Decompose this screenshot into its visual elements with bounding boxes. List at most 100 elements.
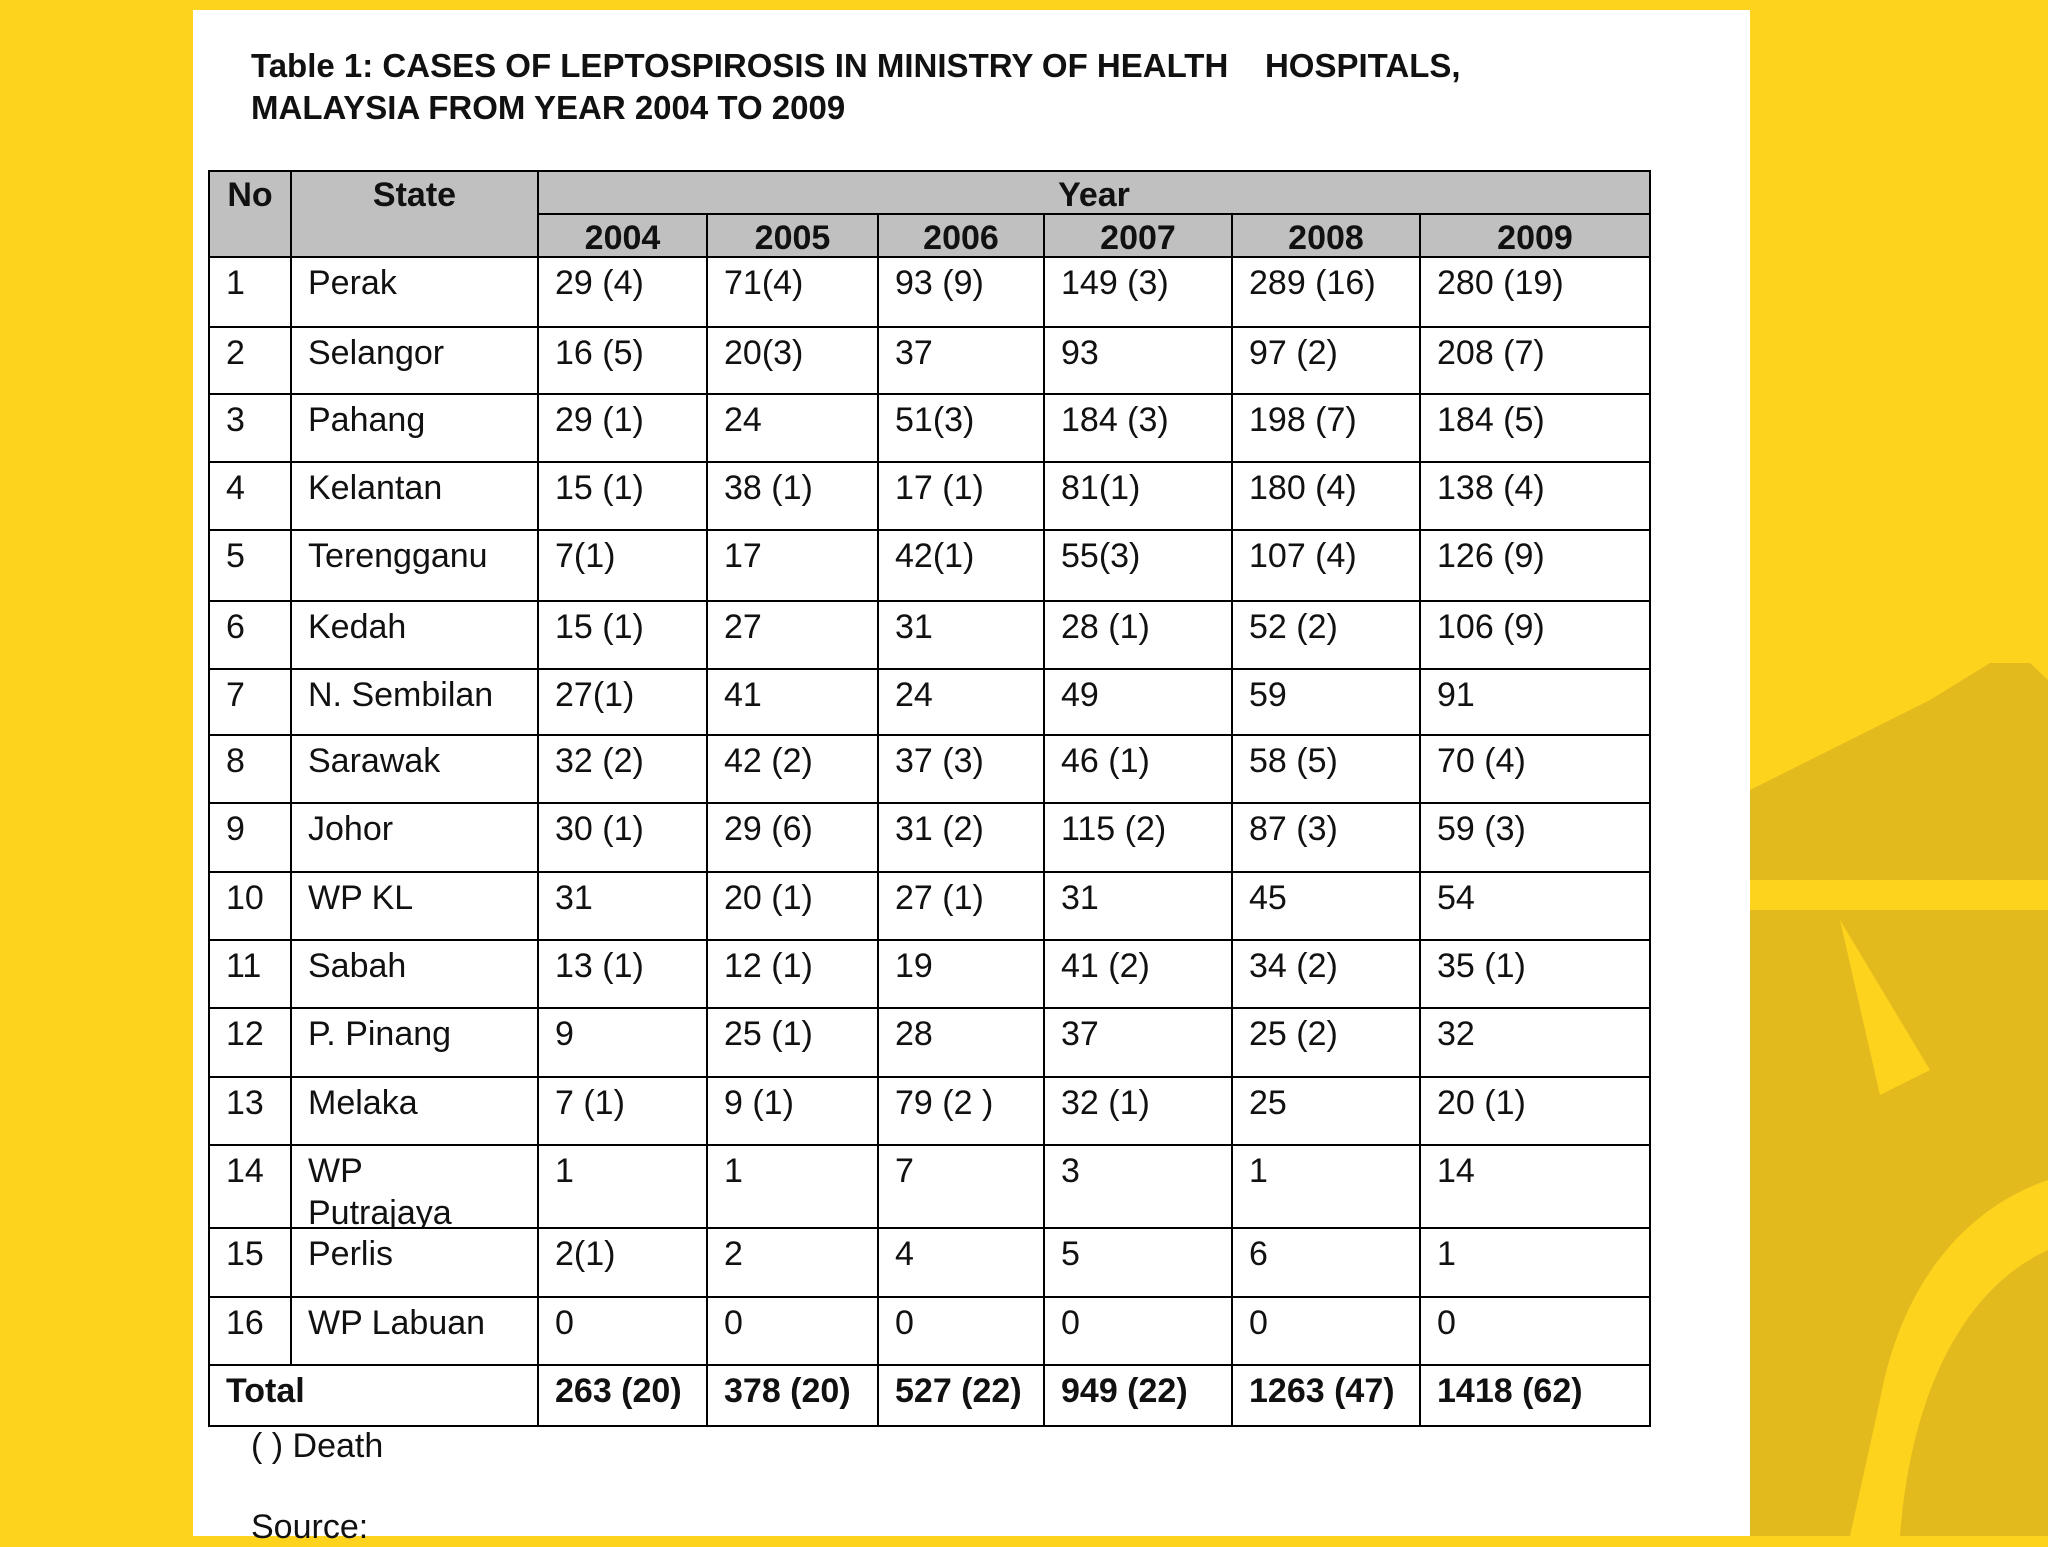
table-cell: 17 bbox=[706, 529, 879, 602]
table-cell: 126 (9) bbox=[1419, 529, 1651, 602]
table-cell: 7 bbox=[208, 668, 292, 736]
header-cell: 2007 bbox=[1043, 213, 1233, 258]
table-cell: 55(3) bbox=[1043, 529, 1233, 602]
table-cell: 71(4) bbox=[706, 256, 879, 328]
document-panel bbox=[193, 10, 1750, 1536]
table-cell: 31 bbox=[537, 871, 708, 941]
total-cell: 263 (20) bbox=[537, 1364, 708, 1427]
header-cell: 2006 bbox=[877, 213, 1045, 258]
table-cell: 138 (4) bbox=[1419, 461, 1651, 531]
table-cell: Sabah bbox=[290, 939, 539, 1009]
table-cell: 46 (1) bbox=[1043, 734, 1233, 804]
header-cell: Year bbox=[537, 170, 1651, 215]
table-cell: 29 (1) bbox=[537, 393, 708, 463]
table-cell: 41 (2) bbox=[1043, 939, 1233, 1009]
table-cell: 16 (5) bbox=[537, 326, 708, 395]
table-cell: 41 bbox=[706, 668, 879, 736]
table-cell: 289 (16) bbox=[1231, 256, 1421, 328]
title-line: Table 1: CASES OF LEPTOSPIROSIS IN MINIS… bbox=[251, 47, 1461, 84]
table-cell: 107 (4) bbox=[1231, 529, 1421, 602]
table-cell: 29 (6) bbox=[706, 802, 879, 873]
table-cell: 19 bbox=[877, 939, 1045, 1009]
table-cell: 208 (7) bbox=[1419, 326, 1651, 395]
table-cell: 8 bbox=[208, 734, 292, 804]
table-cell: 15 (1) bbox=[537, 600, 708, 670]
table-cell: 38 (1) bbox=[706, 461, 879, 531]
table-cell: 59 (3) bbox=[1419, 802, 1651, 873]
table-cell: 4 bbox=[877, 1227, 1045, 1298]
table-cell: 27 (1) bbox=[877, 871, 1045, 941]
table-cell: 25 bbox=[1231, 1076, 1421, 1146]
table-cell: Pahang bbox=[290, 393, 539, 463]
table-cell: 6 bbox=[208, 600, 292, 670]
table-cell: 12 bbox=[208, 1007, 292, 1078]
table-cell: 9 bbox=[537, 1007, 708, 1078]
table-cell: 32 (1) bbox=[1043, 1076, 1233, 1146]
table-cell: 180 (4) bbox=[1231, 461, 1421, 531]
footnote: ( ) Death bbox=[251, 1427, 384, 1465]
table-cell: 0 bbox=[1231, 1296, 1421, 1366]
table-cell: 49 bbox=[1043, 668, 1233, 736]
table-cell: 93 bbox=[1043, 326, 1233, 395]
table-cell: 13 bbox=[208, 1076, 292, 1146]
table-cell: 3 bbox=[1043, 1144, 1233, 1229]
table-cell: 15 bbox=[208, 1227, 292, 1298]
table-cell: 0 bbox=[1419, 1296, 1651, 1366]
table-cell: 87 (3) bbox=[1231, 802, 1421, 873]
table-cell: 27(1) bbox=[537, 668, 708, 736]
table-cell: 149 (3) bbox=[1043, 256, 1233, 328]
table-cell: 32 (2) bbox=[537, 734, 708, 804]
table-cell: 24 bbox=[877, 668, 1045, 736]
table-cell: 20(3) bbox=[706, 326, 879, 395]
table-cell: 35 (1) bbox=[1419, 939, 1651, 1009]
table-cell: Kedah bbox=[290, 600, 539, 670]
title-line: MALAYSIA FROM YEAR 2004 TO 2009 bbox=[251, 89, 846, 126]
table-cell: 280 (19) bbox=[1419, 256, 1651, 328]
table-cell: Perak bbox=[290, 256, 539, 328]
table-cell: 31 bbox=[1043, 871, 1233, 941]
table-cell: 42(1) bbox=[877, 529, 1045, 602]
header-cell: No bbox=[208, 170, 292, 258]
table-cell: 27 bbox=[706, 600, 879, 670]
total-cell: 378 (20) bbox=[706, 1364, 879, 1427]
table-cell: 31 (2) bbox=[877, 802, 1045, 873]
table-cell: 184 (5) bbox=[1419, 393, 1651, 463]
table-cell: 7 (1) bbox=[537, 1076, 708, 1146]
table-cell: Melaka bbox=[290, 1076, 539, 1146]
table-cell: 25 (2) bbox=[1231, 1007, 1421, 1078]
table-cell: 81(1) bbox=[1043, 461, 1233, 531]
table-cell: 6 bbox=[1231, 1227, 1421, 1298]
total-cell: 949 (22) bbox=[1043, 1364, 1233, 1427]
total-cell: 1418 (62) bbox=[1419, 1364, 1651, 1427]
table-cell: 59 bbox=[1231, 668, 1421, 736]
table-cell: 1 bbox=[1231, 1144, 1421, 1229]
table-cell: 70 (4) bbox=[1419, 734, 1651, 804]
table-cell: Terengganu bbox=[290, 529, 539, 602]
header-cell: 2008 bbox=[1231, 213, 1421, 258]
table-cell: 4 bbox=[208, 461, 292, 531]
table-cell: 17 (1) bbox=[877, 461, 1045, 531]
table-cell: 54 bbox=[1419, 871, 1651, 941]
total-cell: 1263 (47) bbox=[1231, 1364, 1421, 1427]
table-cell: 31 bbox=[877, 600, 1045, 670]
table-cell: 79 (2 ) bbox=[877, 1076, 1045, 1146]
table-cell: 14 bbox=[1419, 1144, 1651, 1229]
table-cell: 5 bbox=[208, 529, 292, 602]
header-cell: 2009 bbox=[1419, 213, 1651, 258]
table-cell: 9 bbox=[208, 802, 292, 873]
table-cell: 2(1) bbox=[537, 1227, 708, 1298]
table-cell: 115 (2) bbox=[1043, 802, 1233, 873]
table-cell: 10 bbox=[208, 871, 292, 941]
table-cell: Kelantan bbox=[290, 461, 539, 531]
table-cell: 7(1) bbox=[537, 529, 708, 602]
table-cell: 20 (1) bbox=[706, 871, 879, 941]
table-cell: 16 bbox=[208, 1296, 292, 1366]
table-cell: 37 bbox=[877, 326, 1045, 395]
table-cell: 52 (2) bbox=[1231, 600, 1421, 670]
table-cell: Perlis bbox=[290, 1227, 539, 1298]
total-label: Total bbox=[208, 1364, 539, 1427]
source: Source: bbox=[251, 1508, 369, 1546]
table-cell: 1 bbox=[706, 1144, 879, 1229]
